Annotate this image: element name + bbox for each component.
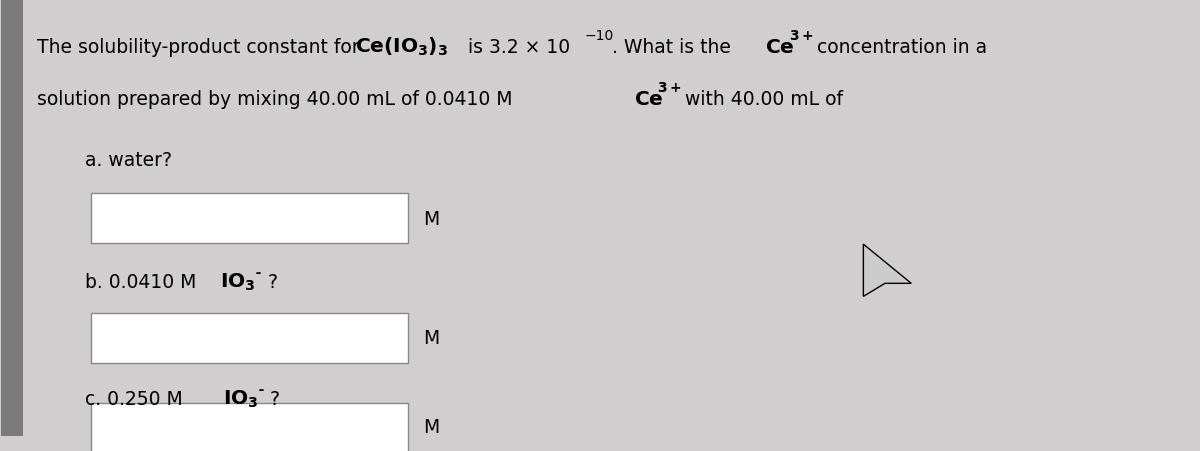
Polygon shape [863, 244, 911, 297]
Text: b. 0.0410 M: b. 0.0410 M [85, 272, 203, 291]
Text: M: M [422, 418, 439, 437]
Text: $\mathbf{Ce(IO_3)_3}$: $\mathbf{Ce(IO_3)_3}$ [354, 36, 448, 58]
Text: $\mathbf{3+}$: $\mathbf{3+}$ [658, 81, 682, 95]
Text: $\mathbf{Ce}$: $\mathbf{Ce}$ [766, 37, 794, 56]
Text: ?: ? [268, 272, 277, 291]
Text: M: M [422, 328, 439, 347]
Text: concentration in a: concentration in a [811, 37, 986, 56]
Text: solution prepared by mixing 40.00 mL of 0.0410 M: solution prepared by mixing 40.00 mL of … [37, 90, 518, 109]
Text: $\mathbf{3+}$: $\mathbf{3+}$ [790, 29, 814, 43]
Text: −10: −10 [584, 29, 613, 43]
Text: $\mathbf{Ce}$: $\mathbf{Ce}$ [634, 90, 664, 109]
Text: $\mathbf{IO_3}$: $\mathbf{IO_3}$ [221, 271, 256, 292]
Text: ?: ? [270, 389, 280, 408]
FancyBboxPatch shape [91, 193, 408, 244]
Text: with 40.00 mL of: with 40.00 mL of [679, 90, 844, 109]
FancyBboxPatch shape [91, 403, 408, 451]
Text: a. water?: a. water? [85, 151, 172, 170]
Text: M: M [422, 209, 439, 228]
Text: The solubility-product constant for: The solubility-product constant for [37, 37, 366, 56]
Text: is 3.2 × 10: is 3.2 × 10 [462, 37, 570, 56]
Text: $\mathbf{\bar{\ }}$: $\mathbf{\bar{\ }}$ [258, 381, 265, 395]
Text: . What is the: . What is the [612, 37, 737, 56]
FancyBboxPatch shape [91, 313, 408, 363]
Text: $\mathbf{\bar{\ }}$: $\mathbf{\bar{\ }}$ [256, 264, 263, 278]
Text: c. 0.250 M: c. 0.250 M [85, 389, 188, 408]
Text: $\mathbf{IO_3}$: $\mathbf{IO_3}$ [223, 388, 258, 410]
FancyBboxPatch shape [1, 1, 23, 436]
